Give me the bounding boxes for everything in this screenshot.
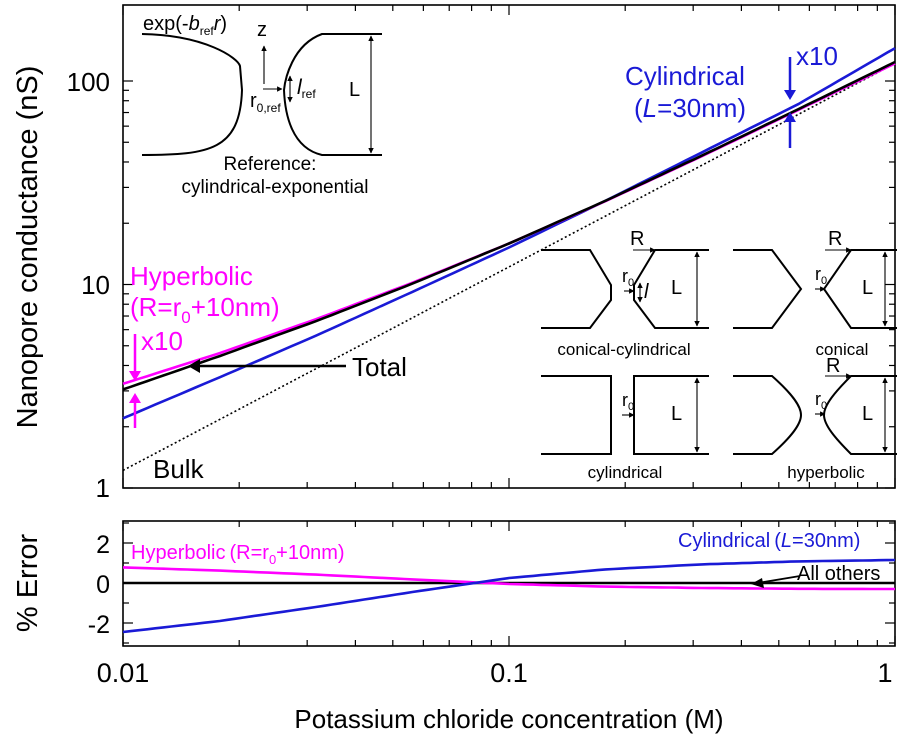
hyp-R-label: R <box>826 355 840 377</box>
label-total: Total <box>352 352 407 382</box>
x10-hyp-arrowhead-up <box>129 393 141 403</box>
shape-cylindrical-left <box>541 375 612 455</box>
shape-conical-cylindrical-left <box>541 249 612 329</box>
all-others-arrow <box>757 575 801 584</box>
error-label-cylindrical: Cylindrical (L=30nm) <box>678 530 860 552</box>
cc-l-label: l <box>644 281 649 303</box>
con-L-label: L <box>862 277 873 299</box>
cc-R-label: R <box>630 228 644 250</box>
caption-conical: conical <box>816 340 869 359</box>
top-plot-series <box>122 47 896 472</box>
shape-hyperbolic-right <box>822 375 897 455</box>
con-R-label: R <box>828 228 842 250</box>
x10-hyp-arrowhead-down <box>129 371 141 381</box>
y-tick-label-1: 1 <box>96 473 110 503</box>
x10-arrowhead-down <box>784 90 796 100</box>
error-label-all-others: All others <box>797 563 880 585</box>
bottom-plot-series <box>122 558 896 634</box>
reference-inset: exp(-brefr) z r0,ref lref L Reference: c… <box>141 13 382 198</box>
y-tick-label-100: 100 <box>67 67 110 97</box>
total-arrowhead <box>188 359 200 373</box>
error-tick-label-neg2: -2 <box>88 611 110 639</box>
error-label-hyperbolic: Hyperbolic (R=r0+10nm) <box>131 542 345 567</box>
ref-l-label: lref <box>297 76 316 101</box>
cyl-L-label: L <box>671 403 682 425</box>
bottom-axis-ticks <box>122 521 896 646</box>
shape-conical-left <box>733 249 803 329</box>
top-series-total <box>122 60 896 391</box>
top-series-bulk <box>122 62 896 472</box>
cc-r0-label: r0 <box>622 266 634 289</box>
ref-caption-2: cylindrical-exponential <box>182 177 369 198</box>
top-series-cylindrical <box>122 47 896 420</box>
x-tick-label-1: 1 <box>877 658 892 688</box>
error-tick-label-0: 0 <box>96 571 110 599</box>
y-tick-label-10: 10 <box>81 270 110 300</box>
top-axis-ticks <box>122 5 896 489</box>
con-r0-label: r0 <box>815 264 827 287</box>
shapes-inset: R r0 l L conical-cylindrical R r0 L coni… <box>541 228 897 482</box>
ref-r0-label: r0,ref <box>250 90 281 115</box>
error-series-hyperbolic <box>122 566 895 591</box>
ref-left-pore-wall <box>141 33 244 156</box>
ref-L-label: L <box>349 79 360 101</box>
hyp-r0-label: r0 <box>815 389 827 412</box>
top-panel: 100 10 1 Nanopore conductance (nS) Cylin… <box>12 4 897 503</box>
all-others-arrowhead <box>751 578 764 588</box>
label-cylindrical-length: (L=30nm) <box>634 93 746 123</box>
ref-caption-1: Reference: <box>224 154 317 175</box>
error-series-cylindrical <box>122 558 896 634</box>
hyp-L-label: L <box>862 403 873 425</box>
x-tick-label-0.01: 0.01 <box>97 658 150 688</box>
ref-z-label: z <box>257 19 267 41</box>
caption-conical-cylindrical: conical-cylindrical <box>557 340 690 359</box>
label-x10-cylindrical: x10 <box>796 41 838 71</box>
ref-exp-label: exp(-brefr) <box>143 13 227 38</box>
error-tick-label-2: 2 <box>96 531 110 559</box>
shape-hyperbolic-left <box>733 375 803 455</box>
label-cylindrical: Cylindrical <box>625 61 745 91</box>
label-hyperbolic-radius: (R=r0+10nm) <box>130 292 280 327</box>
y-axis-label-conductance: Nanopore conductance (nS) <box>12 66 44 429</box>
label-hyperbolic: Hyperbolic <box>130 261 253 291</box>
shape-conical-right <box>822 249 897 329</box>
cyl-r0-label: r0 <box>622 390 634 413</box>
caption-cylindrical: cylindrical <box>588 463 663 482</box>
x-axis-label: Potassium chloride concentration (M) <box>294 704 723 734</box>
caption-hyperbolic: hyperbolic <box>787 463 865 482</box>
label-x10-hyperbolic: x10 <box>141 326 183 356</box>
x-tick-label-0.1: 0.1 <box>490 658 528 688</box>
cc-L-label: L <box>671 277 682 299</box>
label-bulk: Bulk <box>153 454 205 484</box>
ref-right-pore-wall <box>282 33 382 156</box>
y-axis-label-error: % Error <box>12 534 44 633</box>
bottom-panel: 2 0 -2 % Error Hyperbolic (R=r0+10nm) Cyl… <box>12 520 896 734</box>
x10-arrowhead-up <box>784 112 796 122</box>
